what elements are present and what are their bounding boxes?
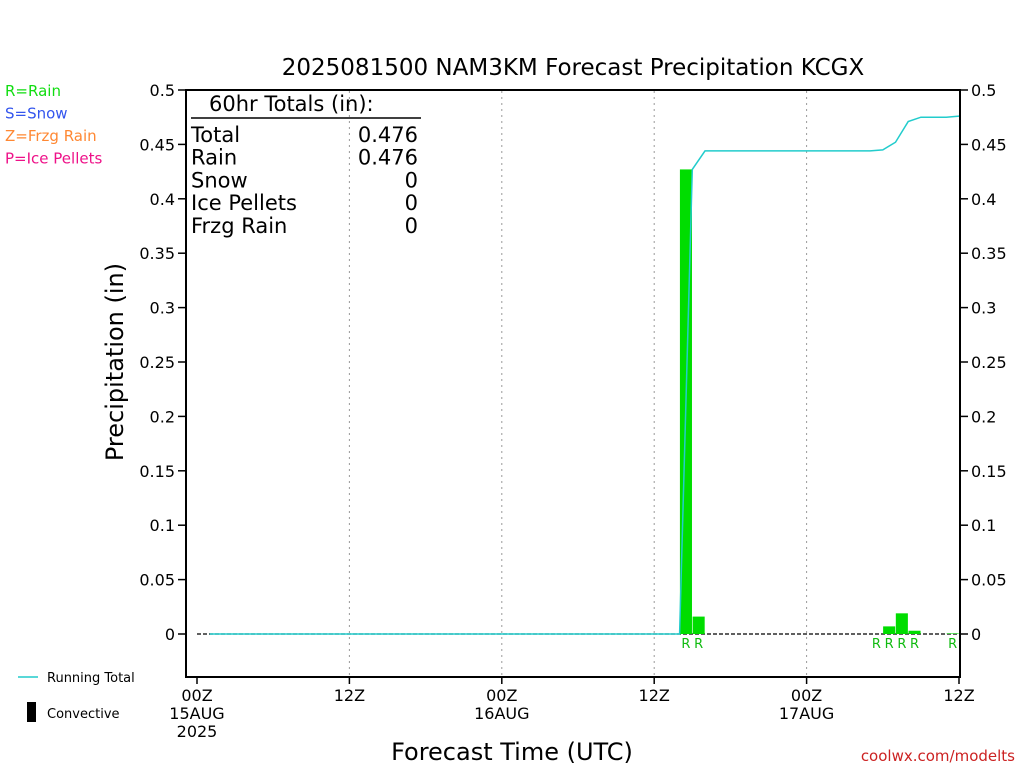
x-tick-label: 12Z [943,686,974,705]
running-total-key: Running Total [47,671,135,686]
y-tick-label: 0.25 [139,353,175,372]
x-tick-label: 2025 [177,722,218,741]
y-tick-label: 0.25 [971,353,1007,372]
totals-label: Rain [191,146,237,170]
y-tick-label: 0.05 [139,571,175,590]
chart-title: 2025081500 NAM3KM Forecast Precipitation… [282,55,865,81]
x-axis-label: Forecast Time (UTC) [391,738,633,766]
y-tick-label: 0.2 [150,407,175,426]
precip-type-mark: R [872,637,881,652]
series-key: Running Total Convective [18,671,135,722]
y-axis-left: 0 0.05 0.1 0.15 0.2 0.25 0.3 0.35 0.4 0.45 0.5 [139,81,186,644]
convective-key: Convective [47,707,120,722]
x-tick-label: 15AUG [169,704,224,723]
precip-type-marks: R R R R R RR [681,637,957,652]
totals-label: Total [190,123,240,147]
y-tick-label: 0.1 [150,516,175,535]
y-tick-label: 0.35 [139,244,175,263]
totals-label: Ice Pellets [191,191,297,215]
x-tick-label: 00Z [181,686,212,705]
y-tick-label: 0.15 [139,462,175,481]
precip-bar [895,613,908,634]
totals-value: 0 [405,168,418,192]
precip-bars [679,169,959,634]
y-tick-label: 0.3 [150,299,175,318]
y-axis-right: 0 0.05 0.1 0.15 0.2 0.25 0.3 0.35 0.4 0.45 0.5 [960,81,1007,644]
running-total-line [209,115,960,635]
y-tick-label: 0.3 [971,299,996,318]
plot-frame [185,89,961,678]
x-tick-label: 00Z [791,686,822,705]
y-tick-label: 0.05 [971,571,1007,590]
totals-value: 0.476 [358,123,418,147]
y-axis-label: Precipitation (in) [101,263,129,461]
convective-swatch [27,702,36,722]
y-tick-label: 0.2 [971,407,996,426]
legend-type-3: Z=Frzg Rain [5,127,97,145]
precip-bar [946,633,959,634]
legend-type-4: P=Ice Pellets [5,150,102,168]
y-tick-label: 0.4 [971,190,996,209]
precip-bar [883,626,896,634]
precip-bar [908,630,921,634]
totals-box: 60hr Totals (in): Total 0.476 Rain 0.476 Sno… [190,92,421,238]
watermark: coolwx.com/modelts [861,747,1015,765]
precip-bar [692,616,705,634]
y-tick-label: 0.1 [971,516,996,535]
totals-label: Frzg Rain [191,214,287,238]
y-tick-label: 0.5 [971,81,996,100]
totals-value: 0 [405,191,418,215]
y-tick-label: 0.35 [971,244,1007,263]
y-tick-label: 0 [971,625,981,644]
precip-type-mark: R [948,637,957,652]
totals-label: Snow [191,168,248,192]
legend-type-2: S=Snow [5,105,68,123]
y-tick-label: 0.45 [139,135,175,154]
totals-value: 0 [405,214,418,238]
y-tick-label: 0.4 [150,190,175,209]
x-tick-label: 12Z [639,686,670,705]
precip-type-mark: R [885,637,894,652]
x-tick-label: 17AUG [779,704,834,723]
vertical-grid-lines [348,91,808,676]
totals-value: 0.476 [358,146,418,170]
y-tick-label: 0.15 [971,462,1007,481]
precip-type-mark: R [694,637,703,652]
precip-type-mark: R [910,637,919,652]
precip-type-mark: R [897,637,906,652]
precip-type-legend: R=Rain S=Snow Z=Frzg Rain P=Ice Pellets [5,82,102,168]
legend-type-1: R=Rain [5,82,61,100]
x-tick-label: 12Z [334,686,365,705]
x-tick-label: 00Z [486,686,517,705]
totals-header: 60hr Totals (in): [209,92,374,116]
x-tick-label: 16AUG [474,704,529,723]
y-tick-label: 0.5 [150,81,175,100]
y-tick-label: 0 [165,625,175,644]
y-tick-label: 0.45 [971,135,1007,154]
precip-type-mark: R [681,637,690,652]
